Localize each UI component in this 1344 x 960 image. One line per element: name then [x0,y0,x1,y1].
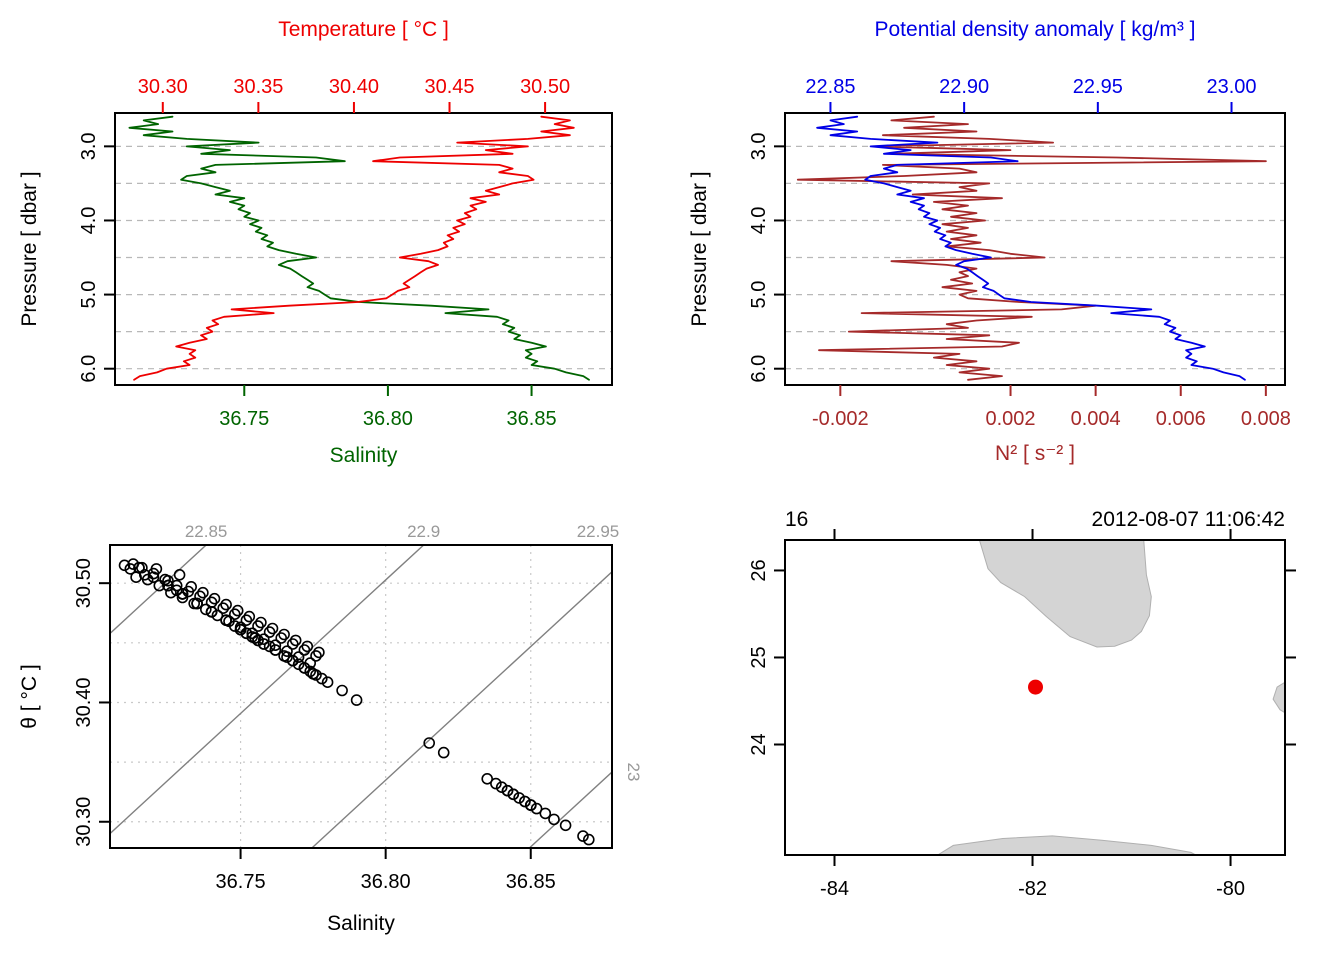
pressure-axis-title: Pressure [ dbar ] [18,171,41,326]
temperature-tick-label: 30.35 [233,76,283,98]
salinity-tick-label: 36.80 [361,871,411,893]
longitude-tick-label: -80 [1216,878,1245,900]
salinity-axis-title: Salinity [330,444,398,467]
plot-frame [109,544,613,849]
salinity-curve [128,115,590,381]
temperature-axis-title: Temperature [ °C ] [278,18,449,41]
salinity-tick-label: 36.85 [507,408,557,430]
n2-axis-title: N² [ s⁻² ] [995,442,1075,465]
temperature-tick-label: 30.50 [520,76,570,98]
salinity-tick-label: 36.75 [219,408,269,430]
temperature-tick-label: 30.30 [138,76,188,98]
n2-tick-label: 0.006 [1156,408,1206,430]
panel-station-map: -84 -82 -80 24 25 26 16 2012-08-07 11:06:42 [748,508,1296,900]
temperature-tick-label: 30.40 [329,76,379,98]
latitude-tick-label: 26 [748,559,770,581]
plot-frame [784,112,1286,386]
theta-tick-label: 30.40 [73,677,95,727]
latitude-tick-label: 25 [748,646,770,668]
pressure-tick-label: 5.0 [78,281,100,309]
ts-x-axis-title: Salinity [327,912,395,935]
longitude-tick-label: -84 [820,878,849,900]
station-datetime: 2012-08-07 11:06:42 [1092,508,1285,531]
pressure-axis-title: Pressure [ dbar ] [688,171,711,326]
isopycnal-line [310,571,612,848]
n2-tick-label: -0.002 [812,408,869,430]
station-location-dot [1028,679,1043,695]
coastline-land [936,540,1285,855]
n2-tick-label: 0.008 [1241,408,1291,430]
n2-tick-label: 0.004 [1071,408,1121,430]
isopycnal-label: 22.9 [407,522,440,541]
plot-frame [784,539,1286,856]
n2-tick-label: 0.002 [986,408,1036,430]
isopycnal-label: 22.95 [577,522,620,541]
theta-tick-label: 30.50 [73,558,95,608]
pressure-tick-label: 3.0 [78,132,100,160]
salinity-tick-label: 36.85 [506,871,556,893]
theta-axis-title: θ [ °C ] [18,664,41,728]
salinity-tick-label: 36.75 [216,871,266,893]
density-tick-label: 22.95 [1073,76,1123,98]
plot-frame [114,112,613,386]
panel-density-n2: 22.85 22.90 22.95 23.00 Potential density an… [688,18,1291,465]
pressure-tick-label: 6.0 [748,355,770,383]
pressure-tick-label: 6.0 [78,355,100,383]
pressure-tick-label: 4.0 [748,207,770,235]
panel-temperature-salinity: 30.30 30.35 30.40 30.45 30.50 Temperature [ °… [18,18,613,467]
pressure-tick-label: 4.0 [78,207,100,235]
n2-curve [796,115,1267,381]
latitude-tick-label: 24 [748,733,770,755]
temperature-curve [133,115,575,381]
pressure-tick-label: 3.0 [748,132,770,160]
density-tick-label: 23.00 [1206,76,1256,98]
isopycnal-label: 23 [624,763,643,782]
density-tick-label: 22.90 [939,76,989,98]
salinity-tick-label: 36.80 [363,408,413,430]
temperature-tick-label: 30.45 [424,76,474,98]
theta-tick-label: 30.30 [73,797,95,847]
isopycnal-line [110,545,208,635]
density-axis-title: Potential density anomaly [ kg/m³ ] [875,18,1196,41]
ts-scatter-points [118,558,595,846]
station-number: 16 [785,508,808,531]
density-tick-label: 22.85 [805,76,855,98]
isopycnal-label: 22.85 [185,522,228,541]
pressure-tick-label: 5.0 [748,281,770,309]
longitude-tick-label: -82 [1018,878,1047,900]
density-curve [816,115,1246,381]
isopycnal-line [110,545,425,835]
panel-ts-diagram: 22.85 22.9 22.95 23 36.75 36.80 36.85 Salinity 3… [18,522,643,935]
